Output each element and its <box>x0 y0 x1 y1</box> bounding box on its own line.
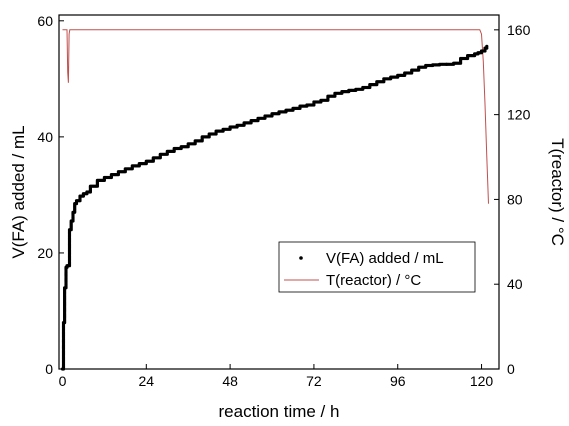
y-axis-right-title: T(reactor) / °C <box>548 138 567 246</box>
x-tick-label: 48 <box>222 373 238 389</box>
legend-label-vfa: V(FA) added / mL <box>326 250 444 267</box>
series-vfa-points <box>60 44 489 371</box>
y-left-tick-label: 0 <box>45 361 53 377</box>
y-right-tick-label: 120 <box>507 107 531 123</box>
legend: V(FA) added / mL T(reactor) / °C <box>278 241 476 293</box>
x-tick-label: 120 <box>470 373 494 389</box>
y-axis-left-title: V(FA) added / mL <box>9 125 28 258</box>
x-axis-title: reaction time / h <box>219 402 340 421</box>
y-right-tick-label: 80 <box>507 191 523 207</box>
legend-box <box>278 241 476 293</box>
y-left-tick-label: 60 <box>37 13 53 29</box>
tick-layer: 0 24 48 72 96 120 0 20 40 60 0 40 80 120 160 <box>37 13 530 389</box>
legend-label-temperature: T(reactor) / °C <box>326 272 421 289</box>
series-layer <box>60 29 489 371</box>
legend-marker-vfa <box>299 256 303 260</box>
vfa-point <box>485 44 489 48</box>
y-right-tick-label: 160 <box>507 22 531 38</box>
plot-area-frame <box>58 14 500 370</box>
y-left-tick-label: 20 <box>37 245 53 261</box>
y-right-tick-label: 0 <box>507 361 515 377</box>
x-tick-label: 72 <box>306 373 322 389</box>
x-tick-label: 0 <box>59 373 67 389</box>
series-temperature-line <box>62 29 489 204</box>
x-tick-label: 24 <box>139 373 155 389</box>
y-right-tick-label: 40 <box>507 276 523 292</box>
x-tick-label: 96 <box>390 373 406 389</box>
y-left-tick-label: 40 <box>37 129 53 145</box>
